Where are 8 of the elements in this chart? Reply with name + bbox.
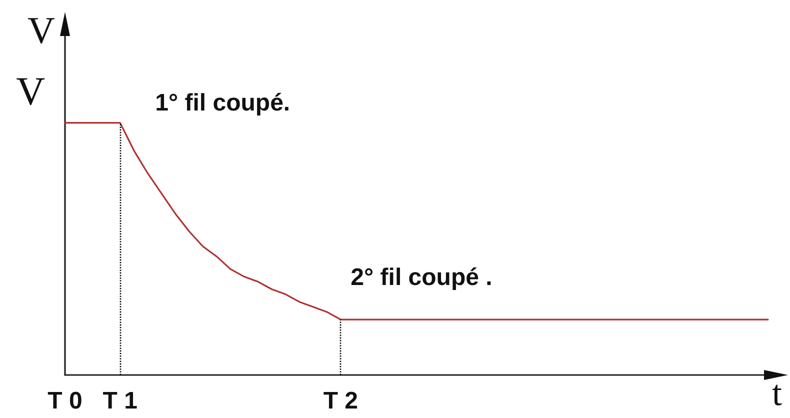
annotation: 1° fil coupé.: [155, 89, 290, 116]
x-tick-label: T 0: [48, 388, 82, 414]
annotation: V: [16, 68, 46, 114]
annotation: 2° fil coupé .: [350, 264, 492, 292]
y-axis-title: V: [28, 10, 56, 52]
x-axis-title: t: [772, 373, 782, 413]
x-tick-label: T 2: [323, 388, 358, 414]
x-tick-label: T 1: [102, 388, 138, 414]
